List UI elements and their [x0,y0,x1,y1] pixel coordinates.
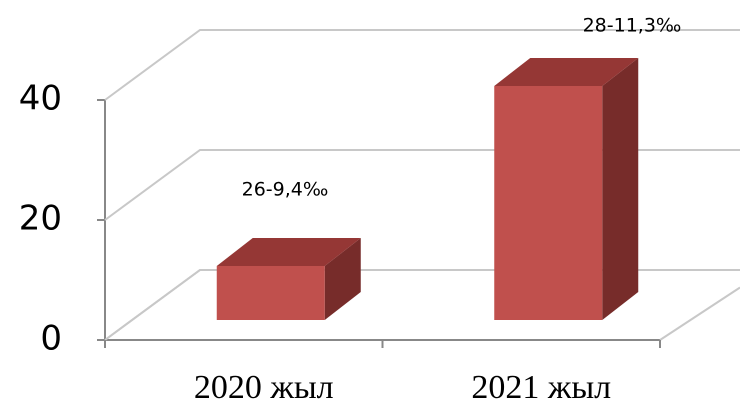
grid-line [104,29,740,101]
floor [104,269,740,341]
bar-side [324,238,361,320]
annotation: 26-9,4‰ [242,179,329,201]
bar-top [494,58,639,86]
x-tick-label: 2020 жыл [194,369,334,406]
bar [494,86,603,320]
bar-top [216,238,361,266]
y-tick-label: 40 [19,79,62,119]
grid-line [104,269,740,341]
y-tick-label: 20 [19,199,62,239]
floor-edge [659,286,740,341]
annotation: 28-11,3‰ [583,15,682,37]
bar-side [602,58,639,320]
grid-line [104,149,740,221]
bar [216,266,325,320]
x-tick-label: 2021 жыл [471,369,611,406]
y-tick-label: 0 [40,319,62,359]
